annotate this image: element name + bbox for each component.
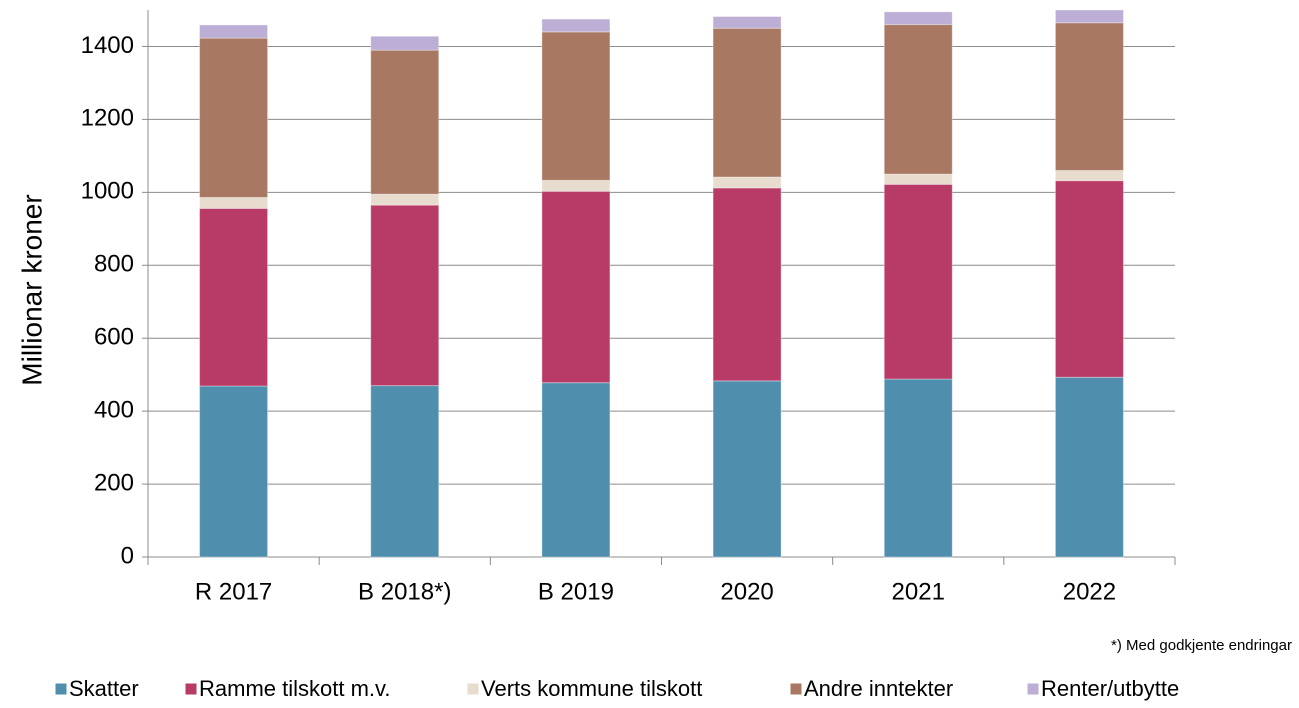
y-tick-label: 400 [94,396,134,423]
bar-segment [370,193,440,206]
y-tick-label: 1200 [81,105,134,132]
bar-segment [1054,9,1124,24]
legend-label: Renter/utbytte [1041,676,1179,701]
bar-segment [541,179,611,192]
bar-segment [370,204,440,387]
legend-swatch [789,682,803,696]
x-tick-label: B 2018*) [358,578,451,605]
legend-swatch [1026,682,1040,696]
legend-label: Andre inntekter [804,676,953,701]
legend-swatch [466,682,480,696]
bar-segment [541,31,611,181]
bar-segment [1054,22,1124,171]
bar-segment [1054,376,1124,558]
bar-segment [199,207,269,387]
legend-label: Ramme tilskott m.v. [199,676,391,701]
x-tick-label: 2020 [720,578,773,605]
bar-segment [712,380,782,558]
x-tick-label: 2022 [1063,578,1116,605]
bar-segment [199,24,269,39]
bar-segment [883,173,953,185]
x-tick-label: B 2019 [538,578,614,605]
bar-segment [541,18,611,33]
bar-segment [541,382,611,558]
legend-label: Verts kommune tilskott [481,676,702,701]
bar-segment [712,187,782,382]
bar-segment [883,378,953,558]
bar-segment [883,183,953,380]
bar-segment [712,27,782,178]
bar-segment [883,24,953,175]
bar-segment [1054,169,1124,182]
y-tick-label: 1400 [81,32,134,59]
bar-segment [712,16,782,29]
x-tick-label: R 2017 [195,578,272,605]
bar-segment [370,49,440,195]
footnote: *) Med godkjente endringar [1111,637,1292,654]
legend-label: Skatter [69,676,139,701]
y-tick-label: 200 [94,469,134,496]
y-tick-label: 600 [94,324,134,351]
bar-segment [370,385,440,558]
y-tick-label: 1000 [81,178,134,205]
y-axis-label: Millionar kroner [16,194,47,385]
x-tick-label: 2021 [892,578,945,605]
bar-segment [541,190,611,384]
y-tick-label: 800 [94,251,134,278]
bar-segment [199,37,269,198]
bar-segment [712,176,782,189]
legend-swatch [184,682,198,696]
bar-segment [883,11,953,26]
bar-segment [199,196,269,209]
legend-swatch [54,682,68,696]
bar-segment [370,35,440,51]
bar-segment [199,385,269,558]
bar-segment [1054,180,1124,378]
y-tick-label: 0 [121,542,134,569]
